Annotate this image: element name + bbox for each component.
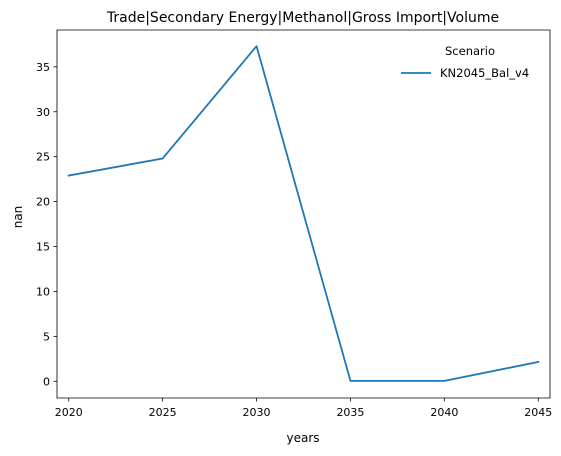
x-tick-label: 2045 [524,406,552,419]
y-axis-label: nan [11,206,25,229]
axes-frame [56,29,551,399]
y-tick-label: 15 [36,241,50,254]
y-tick-label: 30 [36,106,50,119]
legend-title: Scenario [445,44,495,58]
y-tick-label: 0 [43,375,50,388]
y-tick-label: 10 [36,285,50,298]
chart-title: Trade|Secondary Energy|Methanol|Gross Im… [106,10,499,26]
legend-entry-label: KN2045_Bal_v4 [440,66,529,80]
x-tick-label: 2040 [430,406,458,419]
y-tick-label: 35 [36,61,50,74]
y-tick-label: 5 [43,330,50,343]
series-line [67,45,540,382]
x-tick-label: 2030 [243,406,271,419]
x-tick-label: 2035 [336,406,364,419]
legend: Scenario KN2045_Bal_v4 [401,44,529,80]
x-tick-label: 2020 [55,406,83,419]
y-tick-label: 20 [36,196,50,209]
y-axis-ticks: 0 5 10 15 20 25 30 35 [36,61,57,388]
x-tick-label: 2025 [149,406,177,419]
series-layer [67,45,540,382]
x-axis-ticks: 2020 2025 2030 2035 2040 2045 [55,398,552,419]
y-tick-label: 25 [36,151,50,164]
x-axis-label: years [286,431,319,445]
